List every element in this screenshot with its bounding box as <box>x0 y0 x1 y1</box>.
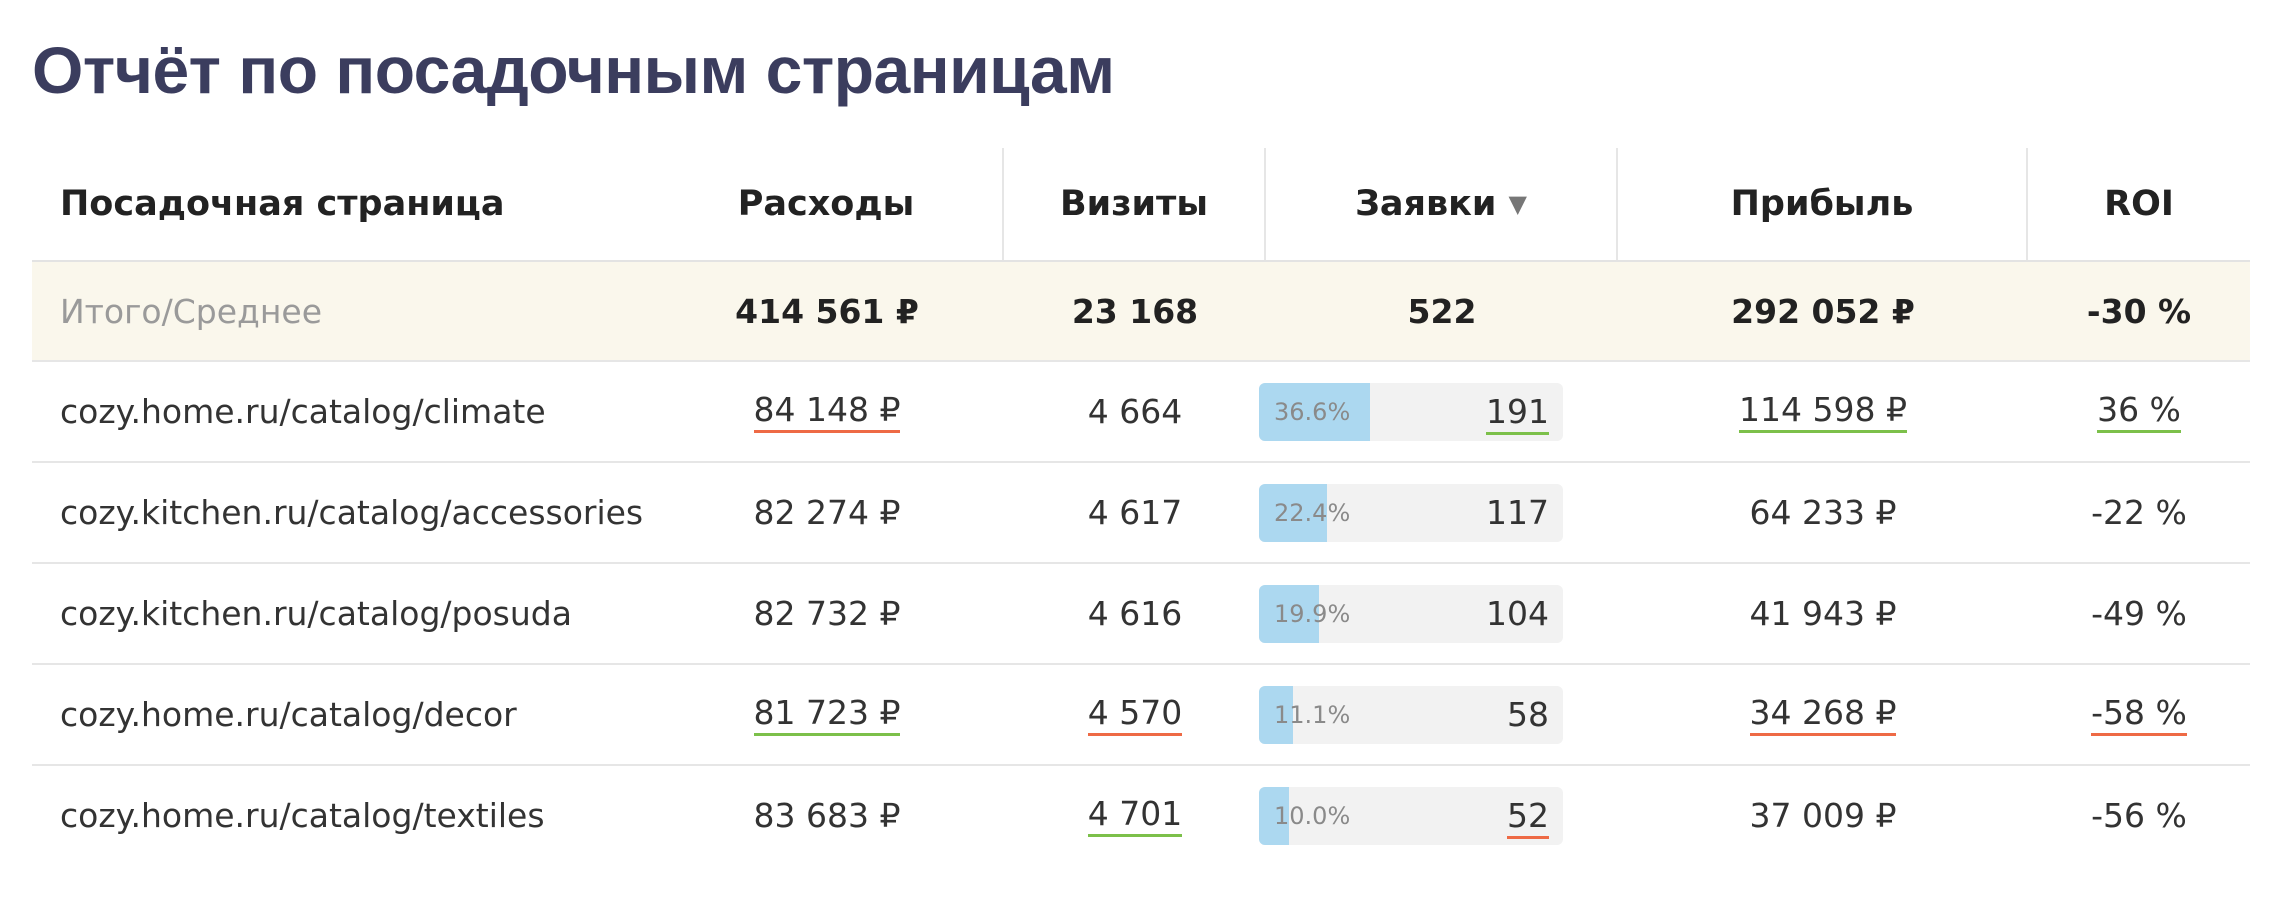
leads-share-bar: 19.9% 104 <box>1259 584 1563 643</box>
column-header-cost[interactable]: Расходы <box>650 148 1004 260</box>
leads-share-label: 22.4% <box>1274 498 1351 527</box>
leads-share-fill <box>1259 483 1328 542</box>
roi-cell: -56 % <box>2091 796 2187 835</box>
page-title: Отчёт по посадочным страницам <box>32 33 1115 107</box>
roi-cell: 36 % <box>2028 362 2250 461</box>
leads-share-label: 11.1% <box>1274 700 1351 729</box>
visits-cell: 4 616 <box>1087 594 1183 633</box>
column-header-page[interactable]: Посадочная страница <box>60 184 505 224</box>
table-row[interactable]: cozy.home.ru/catalog/textiles 83 683 ₽ 4… <box>32 766 2250 865</box>
leads-share-label: 10.0% <box>1274 801 1351 830</box>
leads-count: 191 <box>1486 383 1549 441</box>
profit-cell: 34 268 ₽ <box>1618 665 2028 764</box>
landing-page-url[interactable]: cozy.kitchen.ru/catalog/posuda <box>60 594 572 633</box>
cost-cell: 82 732 ₽ <box>753 594 901 633</box>
visits-cell: 4 664 <box>1087 392 1183 431</box>
table-row[interactable]: cozy.home.ru/catalog/decor 81 723 ₽ 4 57… <box>32 665 2250 766</box>
cost-cell: 83 683 ₽ <box>753 796 901 835</box>
landing-page-url[interactable]: cozy.home.ru/catalog/decor <box>60 695 517 734</box>
visits-cell: 4 701 <box>1004 766 1266 865</box>
total-leads: 522 <box>1407 291 1477 331</box>
leads-share-label: 19.9% <box>1274 599 1351 628</box>
leads-cell: 11.1% 58 <box>1259 665 1618 764</box>
table-row[interactable]: cozy.home.ru/catalog/climate 84 148 ₽ 4 … <box>32 362 2250 463</box>
total-row: Итого/Среднее 414 561 ₽ 23 168 522 292 0… <box>32 262 2250 362</box>
cost-cell: 84 148 ₽ <box>650 362 1004 461</box>
leads-cell: 19.9% 104 <box>1259 564 1618 663</box>
leads-count: 52 <box>1507 787 1549 845</box>
leads-count: 58 <box>1507 694 1549 734</box>
leads-share-bar: 11.1% 58 <box>1259 685 1563 744</box>
leads-share-bar: 22.4% 117 <box>1259 483 1563 542</box>
visits-cell: 4 570 <box>1004 665 1266 764</box>
total-cost: 414 561 ₽ <box>735 291 919 331</box>
profit-cell: 41 943 ₽ <box>1749 594 1897 633</box>
roi-cell: -49 % <box>2091 594 2187 633</box>
total-label: Итого/Среднее <box>60 291 323 331</box>
leads-share-fill <box>1259 685 1293 744</box>
table-body: cozy.home.ru/catalog/climate 84 148 ₽ 4 … <box>32 362 2250 865</box>
column-header-leads-label: Заявки <box>1355 184 1497 224</box>
roi-cell: -58 % <box>2028 665 2250 764</box>
landing-pages-table: Посадочная страница Расходы Визиты Заявк… <box>32 148 2250 865</box>
landing-page-url[interactable]: cozy.kitchen.ru/catalog/accessories <box>60 493 644 532</box>
table-row[interactable]: cozy.kitchen.ru/catalog/posuda 82 732 ₽ … <box>32 564 2250 665</box>
total-visits: 23 168 <box>1071 291 1199 331</box>
leads-cell: 22.4% 117 <box>1259 463 1618 562</box>
leads-share-bar: 10.0% 52 <box>1259 786 1563 845</box>
roi-cell: -22 % <box>2091 493 2187 532</box>
column-header-leads[interactable]: Заявки ▼ <box>1266 148 1618 260</box>
profit-cell: 37 009 ₽ <box>1749 796 1897 835</box>
landing-page-url[interactable]: cozy.home.ru/catalog/textiles <box>60 796 545 835</box>
leads-share-fill <box>1259 382 1371 441</box>
leads-share-bar: 36.6% 191 <box>1259 382 1563 441</box>
table-row[interactable]: cozy.kitchen.ru/catalog/accessories 82 2… <box>32 463 2250 564</box>
leads-count: 104 <box>1486 593 1549 633</box>
leads-share-label: 36.6% <box>1274 397 1351 426</box>
leads-share-fill <box>1259 786 1290 845</box>
cost-cell: 82 274 ₽ <box>753 493 901 532</box>
visits-cell: 4 617 <box>1087 493 1183 532</box>
column-header-profit[interactable]: Прибыль <box>1618 148 2028 260</box>
leads-cell: 36.6% 191 <box>1259 362 1618 461</box>
table-header-row: Посадочная страница Расходы Визиты Заявк… <box>32 148 2250 262</box>
profit-cell: 64 233 ₽ <box>1749 493 1897 532</box>
leads-share-fill <box>1259 584 1320 643</box>
profit-cell: 114 598 ₽ <box>1618 362 2028 461</box>
leads-cell: 10.0% 52 <box>1259 766 1618 865</box>
leads-count: 117 <box>1486 492 1549 532</box>
total-roi: -30 % <box>2086 291 2192 331</box>
column-header-visits[interactable]: Визиты <box>1004 148 1266 260</box>
sort-desc-icon[interactable]: ▼ <box>1508 190 1527 218</box>
total-profit: 292 052 ₽ <box>1731 291 1915 331</box>
column-header-roi[interactable]: ROI <box>2104 184 2174 224</box>
cost-cell: 81 723 ₽ <box>650 665 1004 764</box>
landing-page-url[interactable]: cozy.home.ru/catalog/climate <box>60 392 546 431</box>
